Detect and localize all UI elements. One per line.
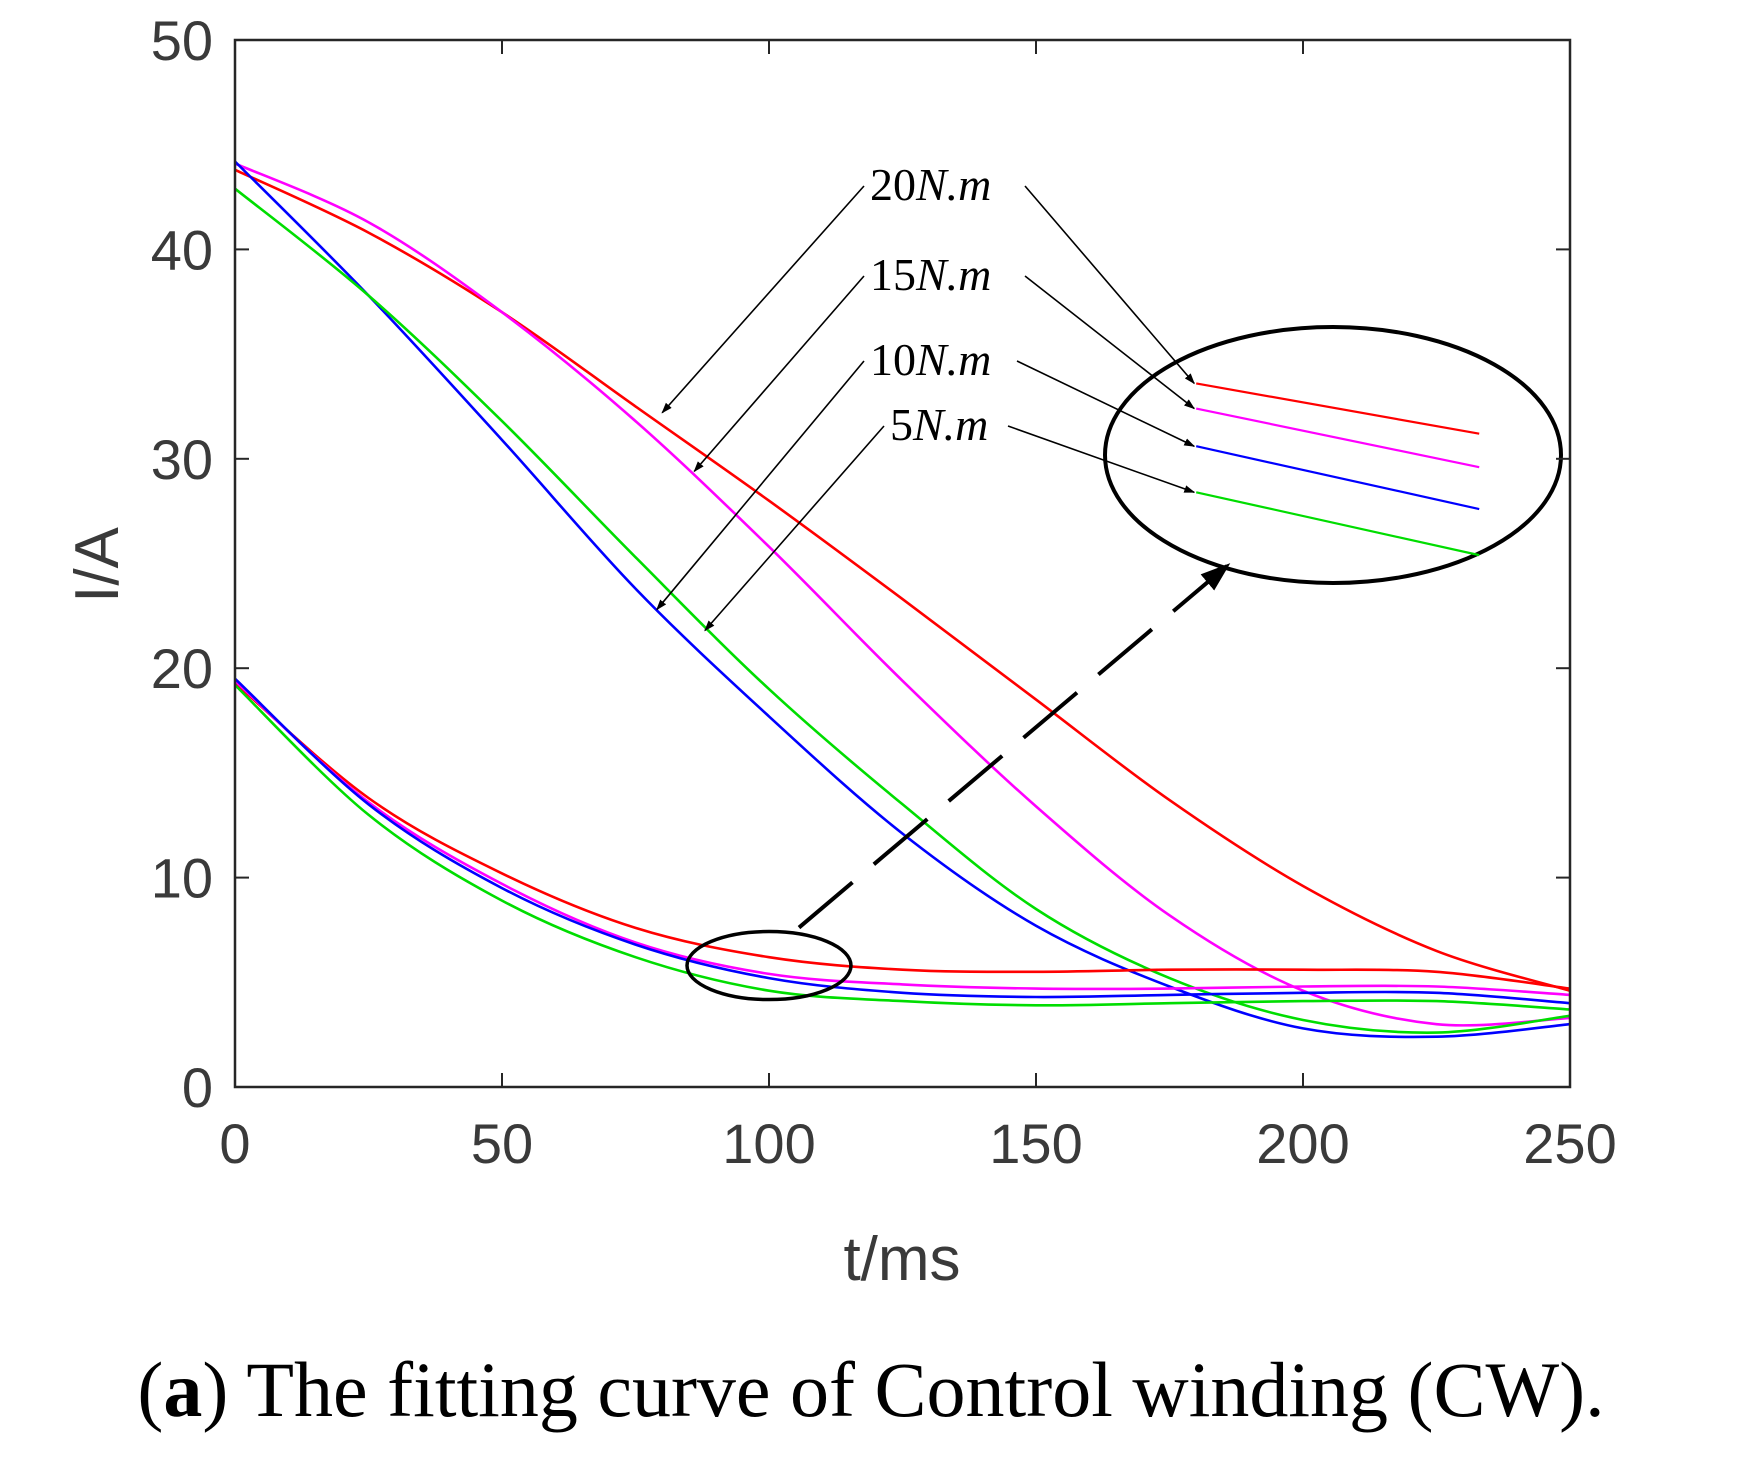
- series-line-2: [234, 162, 1571, 1027]
- annotation-label-20nm: 20N.m: [870, 159, 991, 210]
- series-line-6: [234, 679, 1571, 997]
- caption-text: The fitting curve of Control winding (CW…: [246, 1346, 1605, 1433]
- chart-background: [0, 0, 1742, 1340]
- annotation-label-5nm: 5N.m: [890, 399, 988, 450]
- annotation-arrow-zoom: [1016, 360, 1196, 447]
- y-tick-label: 30: [151, 428, 213, 491]
- series-line-3: [234, 160, 1571, 1039]
- zoom-line-2: [1195, 407, 1480, 469]
- x-tick-label: 100: [722, 1112, 815, 1175]
- caption-label: a: [163, 1346, 203, 1433]
- annotation-arrow-curve: [661, 185, 865, 414]
- annotation-label-10nm: 10N.m: [870, 334, 991, 385]
- annotation-arrow-zoom: [1024, 275, 1196, 410]
- zoom-line-4: [1195, 491, 1480, 557]
- annotation-label-15nm: 15N.m: [870, 249, 991, 300]
- x-tick-label: 150: [989, 1112, 1082, 1175]
- figure-caption: (a) The fitting curve of Control winding…: [137, 1346, 1605, 1433]
- x-tick-label: 250: [1523, 1112, 1616, 1175]
- annotations: 20N.m 15N.m 10N.m 5N.m: [656, 159, 1563, 1002]
- series-line-7: [234, 677, 1571, 1005]
- x-tick-label: 200: [1256, 1112, 1349, 1175]
- zoom-inset-ellipse: [1103, 325, 1563, 585]
- annotation-arrow-zoom: [1007, 425, 1196, 494]
- annotation-arrow-curve: [704, 425, 885, 632]
- plot-frame: [233, 38, 1572, 1089]
- annotation-arrow-zoom: [1024, 185, 1195, 385]
- plot-area: [234, 160, 1571, 1039]
- y-tick-label: 40: [151, 218, 213, 281]
- series-line-8: [234, 684, 1571, 1011]
- series-line-5: [234, 681, 1571, 990]
- axis-ticks: 0 50 100 150 200 250 0 10 20 30 40 50: [151, 9, 1617, 1175]
- x-tick-label: 50: [471, 1112, 533, 1175]
- series-line-1: [234, 168, 1571, 992]
- y-tick-label: 50: [151, 9, 213, 72]
- annotation-arrow-curve: [693, 275, 865, 473]
- x-tick-label: 0: [219, 1112, 250, 1175]
- zoom-source-ellipse: [685, 929, 853, 1002]
- y-tick-label: 10: [151, 847, 213, 910]
- x-axis-label: t/ms: [843, 1225, 960, 1294]
- y-tick-label: 0: [182, 1056, 213, 1119]
- annotation-arrow-curve: [656, 360, 865, 611]
- zoom-line-3: [1195, 445, 1480, 511]
- zoom-line-1: [1196, 382, 1480, 435]
- chart: 20N.m 15N.m 10N.m 5N.m 0 50 100 150 200 250 0 10 20…: [0, 0, 1742, 1340]
- y-tick-label: 20: [151, 637, 213, 700]
- y-axis-label: I/A: [63, 526, 132, 602]
- series-line-4: [234, 187, 1571, 1034]
